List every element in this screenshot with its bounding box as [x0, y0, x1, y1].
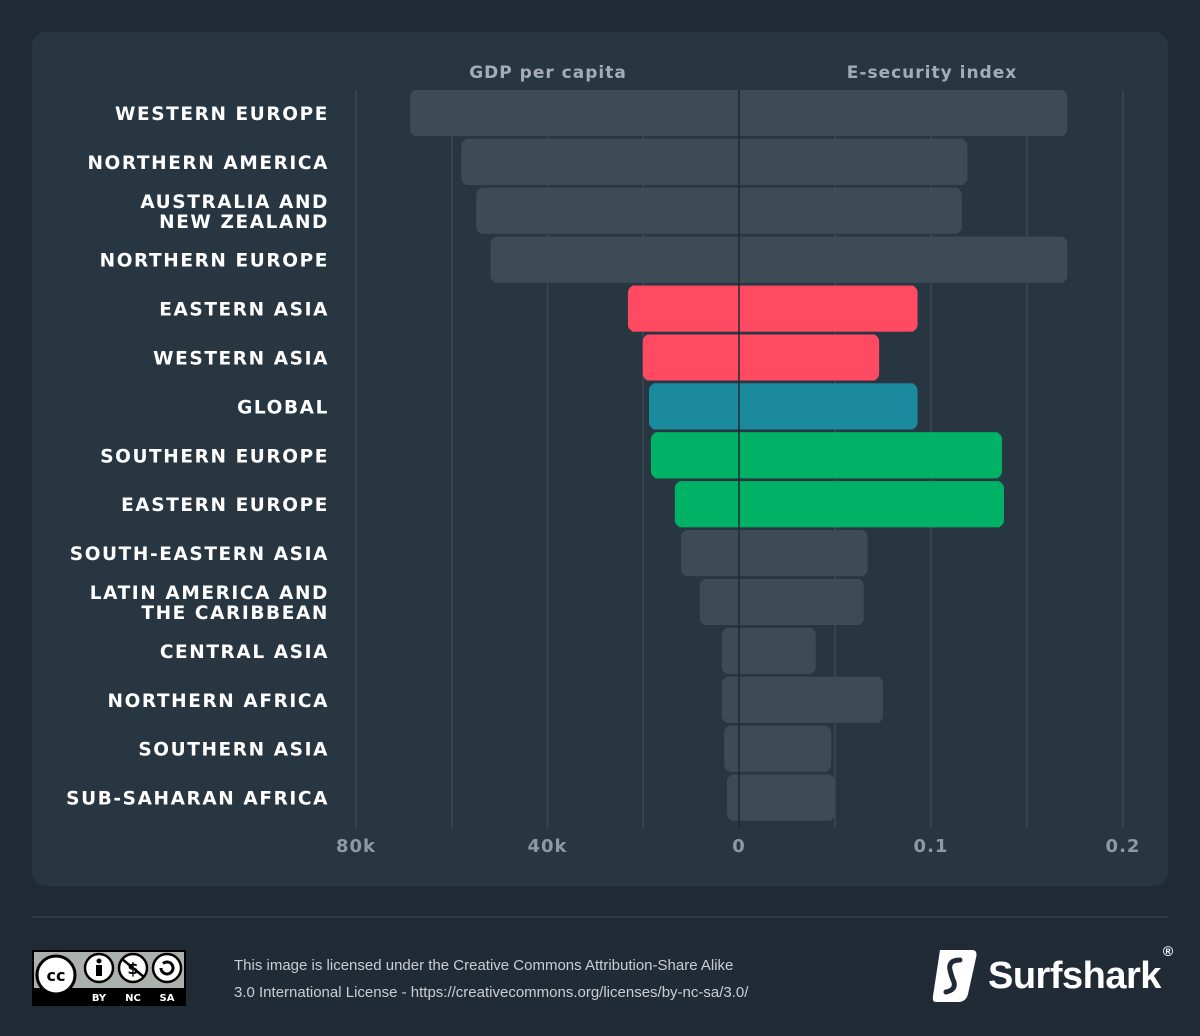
x-tick-label: 0.2 [1106, 836, 1141, 857]
category-label: GLOBAL [237, 397, 329, 418]
surfshark-logo-icon [932, 950, 977, 1002]
bar-fill [703, 579, 860, 625]
category-label: LATIN AMERICA AND THE CARIBBEAN [90, 583, 329, 624]
category-label: AUSTRALIA AND NEW ZEALAND [140, 192, 329, 233]
bar-fill [685, 530, 864, 577]
cc-sa: SA [160, 993, 175, 1004]
cc-nc: NC [125, 993, 141, 1004]
license-line-2[interactable]: 3.0 International License - https://crea… [234, 984, 749, 1001]
bar-fill [725, 627, 812, 674]
bar-fill [480, 187, 958, 234]
category-label: SOUTH-EASTERN ASIA [70, 544, 329, 565]
cc-by: BY [92, 993, 107, 1004]
category-label: NORTHERN EUROPE [100, 251, 329, 272]
license-line-1: This image is licensed under the Creativ… [234, 957, 734, 974]
registered-mark: ® [1162, 942, 1173, 959]
bar-fill [731, 774, 831, 821]
category-label: SUB-SAHARAN AFRICA [66, 789, 329, 810]
category-label: EASTERN EUROPE [121, 495, 329, 516]
x-tick-label: 0.1 [914, 836, 949, 857]
category-label: WESTERN ASIA [153, 349, 329, 370]
bar-fill [646, 334, 876, 381]
category-label: NORTHERN AMERICA [87, 153, 329, 174]
bar-fill [652, 383, 914, 430]
cc-license-badge: cc $ BY NC SA [32, 950, 186, 1006]
bar-fill [725, 676, 879, 723]
bar-fill [494, 236, 1064, 283]
x-tick-label: 80k [336, 836, 376, 857]
bar-fill [631, 285, 914, 332]
bar-fill [654, 432, 999, 479]
bar-fill [678, 481, 1000, 528]
category-label: CENTRAL ASIA [160, 642, 329, 663]
category-label: WESTERN EUROPE [115, 104, 329, 125]
svg-text:cc: cc [47, 966, 66, 985]
bar-fill [465, 138, 964, 185]
category-label: SOUTHERN EUROPE [100, 446, 329, 467]
category-label: NORTHERN AFRICA [107, 691, 329, 712]
bar-fill [728, 725, 828, 772]
brand-name: Surfshark [988, 954, 1161, 997]
left-header: GDP per capita [469, 63, 627, 83]
category-label: SOUTHERN ASIA [138, 740, 329, 761]
x-tick-label: 40k [527, 836, 567, 857]
category-label: EASTERN ASIA [159, 300, 329, 321]
license-text: This image is licensed under the Creativ… [234, 952, 834, 1006]
x-tick-label: 0 [732, 836, 746, 857]
surfshark-logo: Surfshark® [932, 943, 1173, 1004]
right-header: E-security index [847, 63, 1017, 83]
